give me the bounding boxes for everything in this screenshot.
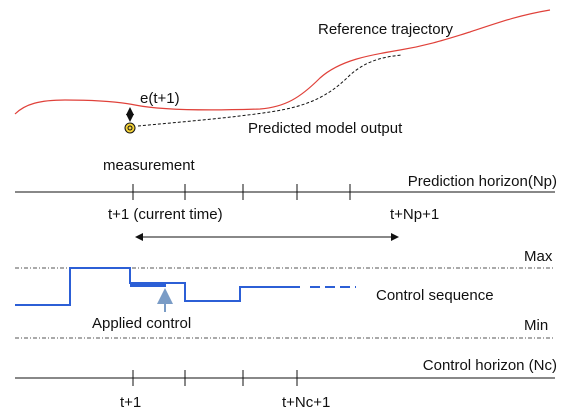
control-ticks: [132, 370, 298, 386]
reference-label: Reference trajectory: [318, 21, 454, 38]
prediction-horizon-label: Prediction horizon(Np): [408, 173, 557, 190]
measurement-marker: [124, 122, 136, 134]
predicted-curve: [137, 54, 403, 127]
prediction-ticks: [132, 184, 351, 200]
measurement-label: measurement: [103, 157, 196, 174]
error-label: e(t+1): [140, 90, 180, 107]
measurement-marker-inner: [127, 125, 133, 131]
control-horizon-label: Control horizon (Nc): [423, 357, 557, 374]
nc-start-label: t+1: [120, 394, 141, 411]
control-sequence-label: Control sequence: [376, 287, 494, 304]
reference-curve: [14, 9, 551, 115]
max-label: Max: [524, 248, 553, 265]
nc-end-label: t+Nc+1: [282, 394, 330, 411]
np-end-label: t+Np+1: [390, 206, 439, 223]
current-time-label: t+1 (current time): [108, 206, 223, 223]
applied-control-label: Applied control: [92, 315, 191, 332]
predicted-label: Predicted model output: [248, 120, 403, 137]
min-label: Min: [524, 317, 548, 334]
